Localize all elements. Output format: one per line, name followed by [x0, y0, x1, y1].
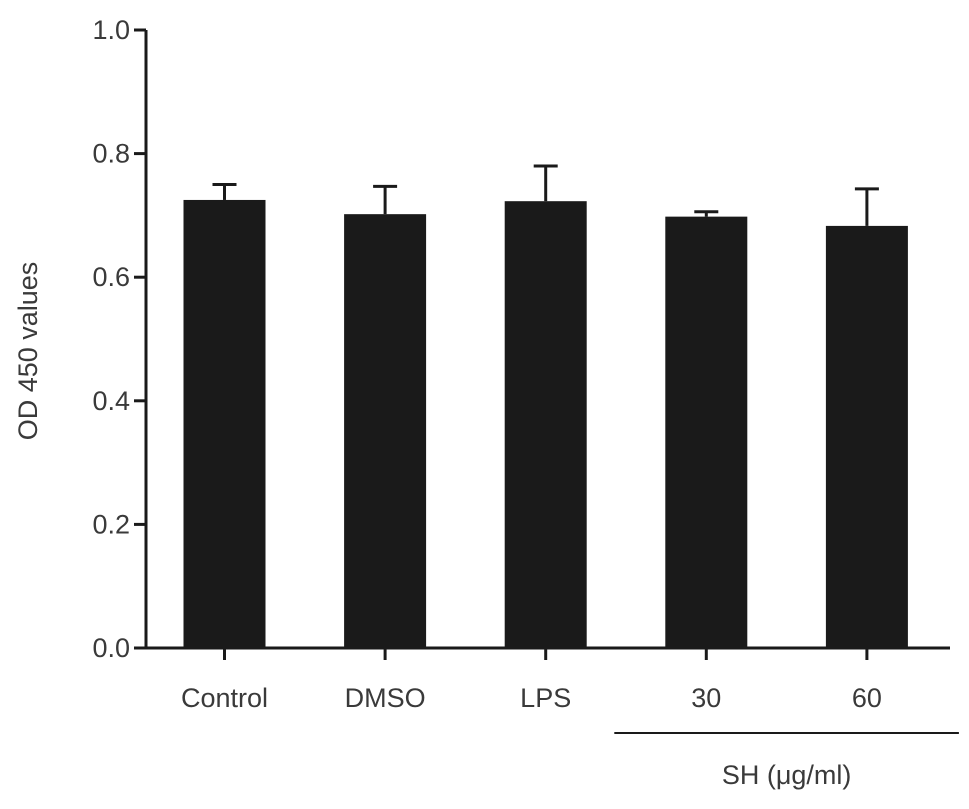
y-axis-label: OD 450 values — [13, 262, 43, 441]
y-ticks-layer: 0.0 0.2 0.4 0.6 0.8 1.0 — [92, 15, 146, 663]
x-tick-label: LPS — [520, 683, 571, 713]
y-tick-label: 1.0 — [92, 15, 130, 45]
bar-control — [183, 199, 266, 648]
y-tick-label: 0.6 — [92, 262, 130, 292]
x-ticks-layer: Control DMSO LPS 30 60 — [181, 648, 882, 713]
error-bars-layer — [212, 164, 879, 226]
x-tick-label: Control — [181, 683, 268, 713]
axes-layer — [144, 30, 950, 650]
x-tick-label: 30 — [691, 683, 721, 713]
y-tick-label: 0.4 — [92, 386, 130, 416]
bar-lps — [504, 201, 587, 648]
bar-dmso — [344, 214, 427, 648]
group-label: SH (μg/ml) — [722, 760, 852, 790]
bars-layer — [183, 199, 908, 649]
x-tick-label: 60 — [852, 683, 882, 713]
y-tick-label: 0.8 — [92, 139, 130, 169]
x-tick-label: DMSO — [345, 683, 426, 713]
bar-30 — [665, 216, 748, 649]
y-tick-label: 0.0 — [92, 633, 130, 663]
bar-60 — [825, 225, 908, 648]
y-tick-label: 0.2 — [92, 509, 130, 539]
